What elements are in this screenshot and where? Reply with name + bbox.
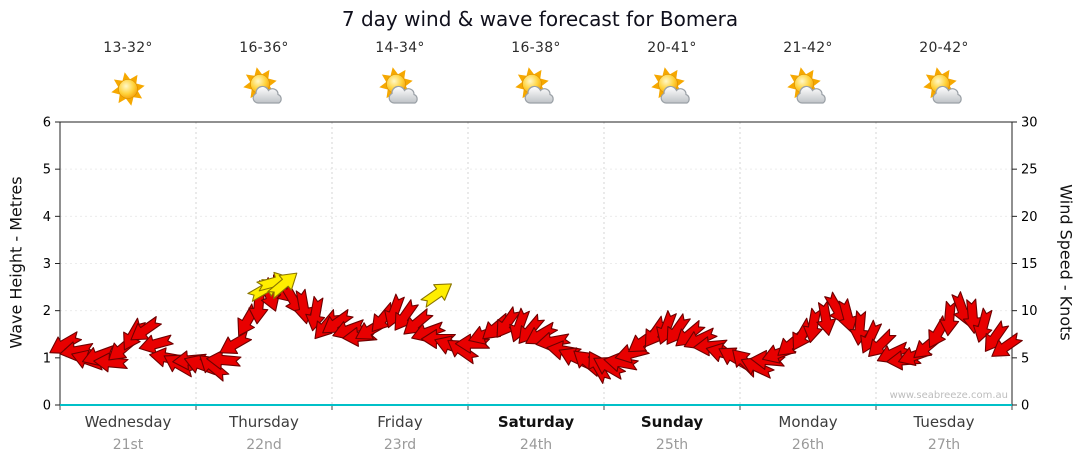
sun-cloud-icon xyxy=(787,67,826,104)
right-tick-label: 20 xyxy=(1021,210,1038,225)
day-name: Monday xyxy=(778,413,838,431)
gust-arrow xyxy=(420,283,452,308)
wind-arrow xyxy=(454,333,490,354)
day-label-sunday: Sunday 25th xyxy=(604,413,740,454)
page-title: 7 day wind & wave forecast for Bomera xyxy=(341,7,739,31)
day-name: Thursday xyxy=(229,413,299,431)
right-tick-label: 10 xyxy=(1021,304,1038,319)
left-tick-label: 2 xyxy=(43,304,51,319)
day-label-saturday: Saturday 24th xyxy=(468,413,604,454)
wind-arrow xyxy=(816,300,837,336)
left-tick-label: 6 xyxy=(43,116,51,131)
day-labels: Wednesday 21st Thursday 22nd Friday 23rd Satur… xyxy=(60,413,1012,454)
day-label-tuesday: Tuesday 27th xyxy=(876,413,1012,454)
left-tick-label: 0 xyxy=(43,399,51,414)
day-date: 24th xyxy=(519,437,553,453)
day-name: Tuesday xyxy=(913,413,975,431)
day-headers: 13-32° 16-36° 14-34° 16-38° 20-41° 21-42° 20-4… xyxy=(60,40,1012,112)
day-header-thursday: 16-36° xyxy=(196,40,332,112)
sun-cloud-icon xyxy=(651,67,690,104)
day-name: Wednesday xyxy=(84,413,172,431)
day-header-sunday: 20-41° xyxy=(604,40,740,112)
wind-arrow xyxy=(962,298,983,334)
day-date: 22nd xyxy=(246,437,282,453)
cloud xyxy=(524,85,554,104)
day-header-monday: 21-42° xyxy=(740,40,876,112)
day-header-wednesday: 13-32° xyxy=(60,40,196,112)
wind-arrow xyxy=(138,334,174,355)
day-name: Sunday xyxy=(640,413,704,431)
day-header-friday: 14-34° xyxy=(332,40,468,112)
left-tick-label: 4 xyxy=(43,210,51,225)
sun-cloud-icon xyxy=(379,67,418,104)
day-label-friday: Friday 23rd xyxy=(332,413,468,454)
sun-cloud-icon xyxy=(243,67,282,104)
cloud xyxy=(252,85,282,104)
day-header-tuesday: 20-42° xyxy=(876,40,1012,112)
wind-arrow xyxy=(93,352,129,373)
sun-disc xyxy=(118,79,138,99)
temperature-range: 13-32° xyxy=(103,40,153,56)
day-date: 23rd xyxy=(383,437,417,453)
temperature-range: 14-34° xyxy=(375,40,425,56)
right-tick-label: 0 xyxy=(1021,399,1029,414)
cloud xyxy=(660,85,690,104)
left-tick-label: 3 xyxy=(43,257,51,272)
temperature-range: 20-42° xyxy=(919,40,969,56)
day-name: Saturday xyxy=(497,413,575,431)
wind-arrow xyxy=(219,331,253,354)
sun-cloud-icon xyxy=(923,67,962,104)
temperature-range: 16-36° xyxy=(239,40,289,56)
temperature-range: 20-41° xyxy=(647,40,697,56)
right-tick-label: 15 xyxy=(1021,257,1038,272)
right-tick-label: 30 xyxy=(1021,116,1038,131)
day-date: 21st xyxy=(112,437,144,453)
sun-icon xyxy=(111,72,145,106)
wind-arrow xyxy=(838,298,858,334)
left-tick-label: 5 xyxy=(43,163,51,178)
wind-arrow xyxy=(305,295,326,332)
temperature-range: 21-42° xyxy=(783,40,833,56)
day-date: 25th xyxy=(655,437,689,453)
day-label-thursday: Thursday 22nd xyxy=(196,413,332,454)
temperature-range: 16-38° xyxy=(511,40,561,56)
day-date: 26th xyxy=(791,437,825,453)
left-tick-label: 1 xyxy=(43,351,51,366)
right-tick-label: 5 xyxy=(1021,351,1029,366)
day-date: 27th xyxy=(927,437,961,453)
day-header-saturday: 16-38° xyxy=(468,40,604,112)
wind-arrow xyxy=(802,307,823,344)
day-label-monday: Monday 26th xyxy=(740,413,876,454)
gust-arrow xyxy=(267,272,298,299)
sun-cloud-icon xyxy=(515,67,554,104)
cloud xyxy=(388,85,418,104)
wind-arrow xyxy=(939,300,960,337)
day-label-wednesday: Wednesday 21st xyxy=(60,413,196,454)
wind-arrow xyxy=(991,332,1023,357)
cloud xyxy=(932,85,962,104)
wind-arrow xyxy=(692,336,729,357)
wind-arrow xyxy=(972,307,993,343)
day-name: Friday xyxy=(377,413,423,431)
watermark: www.seabreeze.com.au xyxy=(889,390,1008,401)
right-tick-label: 25 xyxy=(1021,163,1038,178)
cloud xyxy=(796,85,826,104)
wind-arrow xyxy=(130,316,162,341)
